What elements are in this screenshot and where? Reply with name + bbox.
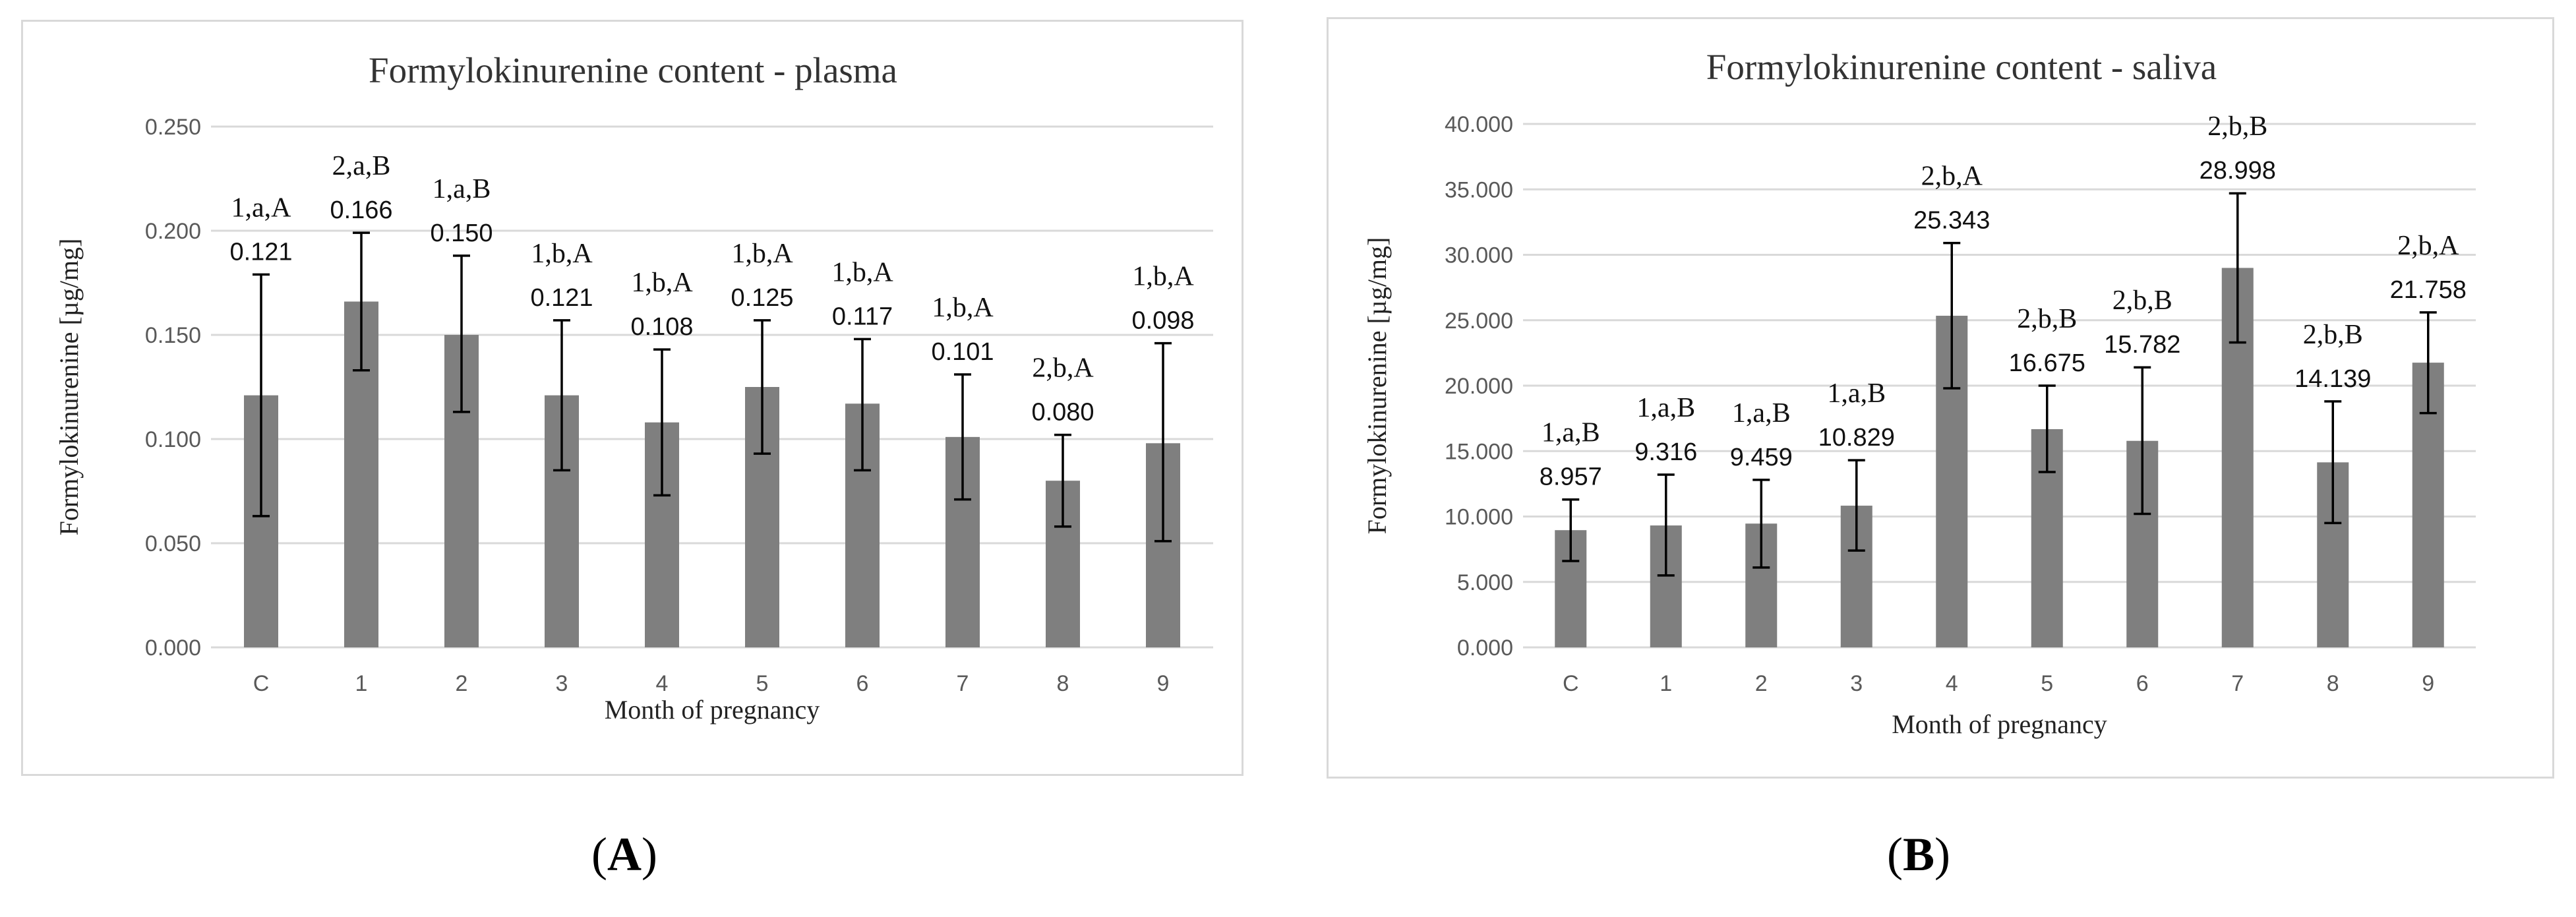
plasma-significance-label: 2,a,B bbox=[332, 151, 391, 181]
caption-b-letter: B bbox=[1902, 828, 1935, 881]
saliva-chart-title: Formylokinurenine content - saliva bbox=[1706, 47, 2217, 87]
plasma-chart-title: Formylokinurenine content - plasma bbox=[369, 50, 897, 90]
plasma-x-tick-label: 3 bbox=[556, 671, 568, 696]
plasma-value-label: 0.150 bbox=[430, 220, 493, 247]
saliva-y-tick-label: 10.000 bbox=[1445, 505, 1513, 530]
plasma-value-label: 0.121 bbox=[229, 238, 292, 266]
caption-b-close: ) bbox=[1934, 828, 1950, 881]
saliva-y-axis-title: Formylokinurenine [µg/mg] bbox=[1362, 237, 1392, 535]
saliva-significance-label: 2,b,A bbox=[2397, 231, 2459, 261]
plasma-value-label: 0.125 bbox=[731, 284, 793, 312]
plasma-x-tick-label: C bbox=[253, 671, 270, 696]
panel-a-frame bbox=[21, 20, 1243, 776]
saliva-value-label: 21.758 bbox=[2390, 276, 2467, 304]
plasma-y-tick-label: 0.050 bbox=[145, 531, 201, 556]
saliva-y-tick-label: 20.000 bbox=[1445, 374, 1513, 399]
saliva-y-tick-label: 40.000 bbox=[1445, 112, 1513, 137]
plasma-x-tick-label: 8 bbox=[1057, 671, 1069, 696]
caption-a-open: ( bbox=[591, 828, 607, 881]
saliva-significance-label: 1,a,B bbox=[1636, 393, 1695, 423]
plasma-x-axis-title: Month of pregnancy bbox=[605, 695, 820, 725]
plasma-significance-label: 1,b,A bbox=[1132, 262, 1194, 292]
saliva-y-tick-label: 30.000 bbox=[1445, 243, 1513, 268]
saliva-x-tick-label: 1 bbox=[1660, 671, 1672, 696]
caption-b: (B) bbox=[1787, 827, 2051, 882]
saliva-y-tick-label: 0.000 bbox=[1457, 636, 1513, 661]
plasma-value-label: 0.121 bbox=[530, 284, 593, 312]
saliva-value-label: 25.343 bbox=[1913, 207, 1990, 235]
saliva-x-tick-label: 6 bbox=[2136, 671, 2149, 696]
caption-a: (A) bbox=[493, 827, 756, 882]
saliva-significance-label: 1,a,B bbox=[1732, 398, 1791, 429]
plasma-x-tick-label: 1 bbox=[355, 671, 368, 696]
plasma-significance-label: 2,b,A bbox=[1032, 353, 1094, 384]
plasma-significance-label: 1,b,A bbox=[932, 293, 994, 323]
plasma-x-tick-label: 2 bbox=[456, 671, 468, 696]
plasma-y-tick-label: 0.100 bbox=[145, 427, 201, 452]
caption-a-close: ) bbox=[642, 828, 657, 881]
plasma-chart: Formylokinurenine content - plasma 0.000 0… bbox=[54, 50, 1213, 725]
saliva-value-label: 9.316 bbox=[1634, 438, 1697, 466]
plasma-y-tick-label: 0.000 bbox=[145, 636, 201, 661]
plasma-y-axis-title: Formylokinurenine [µg/mg] bbox=[54, 239, 84, 536]
saliva-x-tick-label: 9 bbox=[2422, 671, 2434, 696]
plasma-significance-label: 1,b,A bbox=[731, 239, 793, 269]
saliva-y-tick-label: 5.000 bbox=[1457, 570, 1513, 595]
saliva-x-tick-label: 8 bbox=[2327, 671, 2339, 696]
saliva-significance-label: 2,b,B bbox=[2112, 285, 2172, 316]
saliva-x-tick-label: 7 bbox=[2231, 671, 2244, 696]
saliva-significance-label: 2,b,B bbox=[2017, 304, 2077, 334]
plasma-value-label: 0.101 bbox=[931, 338, 994, 366]
plasma-x-tick-label: 6 bbox=[856, 671, 869, 696]
plasma-x-tick-label: 9 bbox=[1157, 671, 1170, 696]
saliva-value-label: 9.459 bbox=[1730, 444, 1793, 471]
caption-b-open: ( bbox=[1887, 828, 1903, 881]
saliva-value-label: 14.139 bbox=[2294, 365, 2371, 393]
plasma-x-tick-label: 5 bbox=[756, 671, 769, 696]
saliva-significance-label: 1,a,B bbox=[1827, 378, 1886, 409]
plasma-value-label: 0.080 bbox=[1031, 399, 1094, 427]
saliva-significance-label: 2,b,B bbox=[2207, 111, 2267, 142]
saliva-value-label: 8.957 bbox=[1540, 463, 1602, 491]
plasma-x-tick-label: 7 bbox=[957, 671, 969, 696]
saliva-x-tick-label: C bbox=[1563, 671, 1579, 696]
saliva-y-tick-label: 15.000 bbox=[1445, 439, 1513, 464]
saliva-x-tick-label: 2 bbox=[1755, 671, 1768, 696]
plasma-value-label: 0.166 bbox=[330, 196, 392, 224]
saliva-value-label: 28.998 bbox=[2200, 157, 2276, 185]
saliva-significance-label: 1,a,B bbox=[1542, 418, 1600, 448]
saliva-significance-label: 2,b,B bbox=[2303, 320, 2363, 350]
plasma-significance-label: 1,b,A bbox=[531, 239, 593, 269]
plasma-significance-label: 1,a,A bbox=[231, 192, 292, 223]
saliva-x-tick-label: 5 bbox=[2041, 671, 2053, 696]
saliva-chart: Formylokinurenine content - saliva 0.000 5… bbox=[1362, 47, 2476, 739]
plasma-value-label: 0.108 bbox=[630, 313, 693, 341]
saliva-x-axis-title: Month of pregnancy bbox=[1892, 709, 2107, 739]
plasma-value-label: 0.117 bbox=[832, 303, 893, 330]
plasma-y-tick-label: 0.200 bbox=[145, 219, 201, 244]
plasma-y-tick-label: 0.150 bbox=[145, 323, 201, 348]
saliva-x-tick-label: 4 bbox=[1946, 671, 1958, 696]
caption-a-letter: A bbox=[607, 828, 642, 881]
saliva-value-label: 15.782 bbox=[2104, 331, 2180, 359]
saliva-y-tick-label: 25.000 bbox=[1445, 309, 1513, 334]
plasma-significance-label: 1,a,B bbox=[433, 174, 491, 204]
plasma-significance-label: 1,b,A bbox=[831, 257, 893, 287]
saliva-value-label: 10.829 bbox=[1818, 424, 1895, 452]
plasma-value-label: 0.098 bbox=[1131, 307, 1194, 335]
plasma-significance-label: 1,b,A bbox=[631, 268, 693, 298]
saliva-x-tick-label: 3 bbox=[1850, 671, 1863, 696]
saliva-significance-label: 2,b,A bbox=[1921, 162, 1983, 192]
plasma-x-tick-label: 4 bbox=[656, 671, 669, 696]
saliva-value-label: 16.675 bbox=[2009, 349, 2085, 377]
plasma-y-tick-label: 0.250 bbox=[145, 115, 201, 140]
saliva-y-tick-label: 35.000 bbox=[1445, 177, 1513, 202]
